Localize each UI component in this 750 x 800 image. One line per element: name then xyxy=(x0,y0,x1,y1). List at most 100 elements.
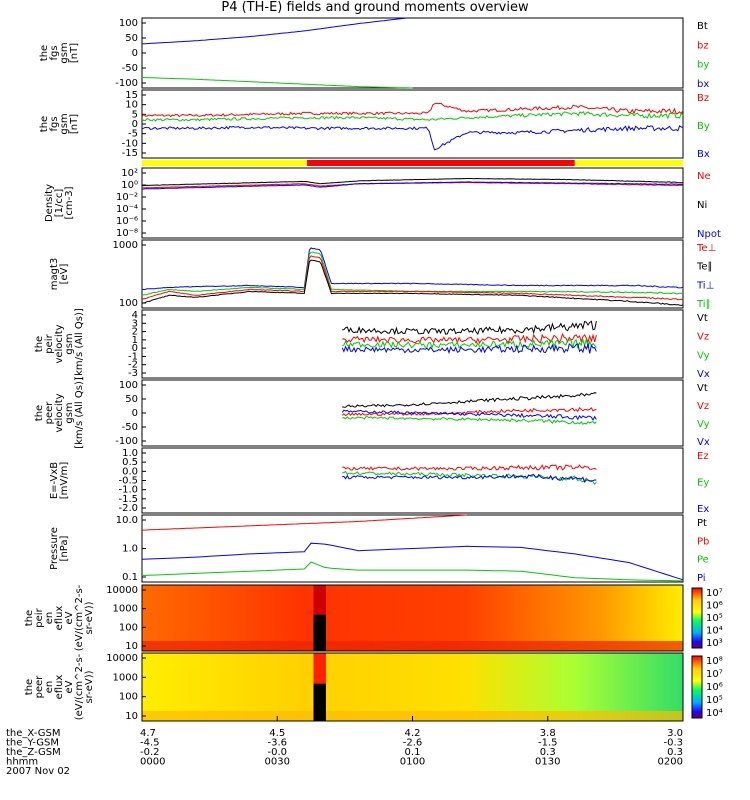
y-tick-label: -5 xyxy=(128,129,138,140)
y-tick-label: 10 xyxy=(125,711,138,722)
legend-label: Ex xyxy=(697,504,709,515)
y-tick-label: 10000 xyxy=(106,653,138,664)
legend-label: Bx xyxy=(697,149,710,160)
legend-label: Vx xyxy=(697,369,710,380)
heatmap-gap xyxy=(313,614,326,651)
legend-label: Ey xyxy=(697,478,709,489)
colorbar-tick-label: 10³ xyxy=(706,638,723,649)
y-tick-label: -2.0 xyxy=(118,503,138,514)
colorbar-tick-label: 10⁵ xyxy=(706,695,723,706)
y-axis-label: Density xyxy=(44,184,55,222)
y-axis-label: peer xyxy=(44,401,55,425)
panel-frame xyxy=(141,309,684,379)
mode-segment xyxy=(142,160,308,166)
y-axis-label: Pressure xyxy=(49,527,60,570)
x-tick-label: -0.2 xyxy=(140,747,160,758)
x-axis-row-label: the_Z-GSM xyxy=(6,747,61,758)
x-tick-label: -4.5 xyxy=(140,738,160,749)
y-axis-label: (eV/(cm^2-s- xyxy=(74,584,85,651)
y-axis-label: the xyxy=(24,610,35,626)
y-axis-label: gsm xyxy=(59,42,70,63)
panel-background xyxy=(142,90,683,158)
legend-label: Ti⊥ xyxy=(696,280,714,291)
mode-segment xyxy=(307,160,575,166)
y-tick-label: 3 xyxy=(132,318,138,329)
y-axis-label: eV xyxy=(64,611,75,624)
colorbar-tick-label: 10⁷ xyxy=(706,588,723,599)
y-tick-label: 10 xyxy=(125,100,138,111)
y-axis-label: peer xyxy=(34,675,45,699)
legend-label: Te∥ xyxy=(696,262,713,273)
heatmap-gap xyxy=(313,683,326,721)
y-tick-label: 100 xyxy=(119,298,138,309)
y-axis-label: [mV/m] xyxy=(59,462,70,500)
x-axis-row-label: the_X-GSM xyxy=(6,728,60,739)
x-tick-label: 0130 xyxy=(535,757,560,768)
panel-frame xyxy=(141,167,684,239)
y-axis-label: eflux xyxy=(54,675,65,700)
legend-label: By xyxy=(697,121,710,132)
panel-background xyxy=(142,310,683,378)
legend-label: bx xyxy=(697,79,709,90)
legend-label: Npot xyxy=(697,229,721,240)
y-tick-label: -50 xyxy=(122,63,138,74)
x-tick-label: 0000 xyxy=(140,757,165,768)
y-tick-label: 1000 xyxy=(113,604,138,615)
y-tick-label: 0 xyxy=(132,343,138,354)
series-line-pe xyxy=(141,561,684,582)
legend-label: bz xyxy=(697,40,709,51)
chart-title: P4 (TH-E) fields and ground moments over… xyxy=(221,0,529,15)
y-axis-label: [eV] xyxy=(59,264,70,285)
y-tick-label: 50 xyxy=(125,33,138,44)
x-tick-label: 0200 xyxy=(658,757,683,768)
panel-background xyxy=(142,240,683,308)
y-axis-label: gsm xyxy=(64,402,75,423)
y-axis-label: [nT] xyxy=(69,43,80,63)
y-tick-label: 1000 xyxy=(113,240,138,251)
x-axis-row-label: 2007 Nov 02 xyxy=(6,766,70,777)
x-tick-label: 0.1 xyxy=(405,747,421,758)
y-tick-label: 2 xyxy=(132,327,138,338)
heatmap-burst xyxy=(313,653,326,684)
y-axis-label: eV xyxy=(64,680,75,693)
y-tick-label: -100 xyxy=(115,436,138,447)
mode-segment xyxy=(574,160,683,166)
legend-label: Pe xyxy=(697,555,709,566)
y-axis-label: peir xyxy=(34,607,45,627)
series-line-by xyxy=(141,77,413,89)
series-line-te⊥ xyxy=(141,255,684,301)
y-axis-label: sr-eV)) xyxy=(84,601,95,634)
x-tick-label: 0030 xyxy=(265,757,290,768)
y-tick-label: 10⁻⁴ xyxy=(116,204,138,215)
y-tick-label: 5 xyxy=(132,109,138,120)
series-line-vy xyxy=(342,337,597,349)
legend-label: Vz xyxy=(697,332,709,343)
series-line-bz xyxy=(141,102,684,118)
series-line-bx xyxy=(141,17,408,45)
y-axis-label: [km/s (All Qs)] xyxy=(74,308,85,380)
legend-label: Bt xyxy=(697,21,708,32)
legend-label: Vy xyxy=(697,350,710,361)
legend-label: by xyxy=(697,60,709,71)
y-tick-label: -50 xyxy=(122,422,138,433)
panel-background xyxy=(142,168,683,238)
series-line-pb xyxy=(141,514,467,531)
panel-background xyxy=(142,18,683,88)
y-tick-label: 15 xyxy=(125,90,138,101)
series-line-vt xyxy=(342,392,597,408)
colorbar-tick-label: 10⁴ xyxy=(706,626,723,637)
heatmap-field xyxy=(142,653,683,721)
colorbar-tick-label: 10⁴ xyxy=(706,708,723,719)
y-axis-label: [1/cc] xyxy=(54,189,65,218)
series-line-vt xyxy=(342,320,597,336)
y-tick-label: 100 xyxy=(119,692,138,703)
x-tick-label: 3.0 xyxy=(667,728,683,739)
y-tick-label: 1000 xyxy=(113,672,138,683)
y-tick-label: -15 xyxy=(122,148,138,159)
y-tick-label: 1.0 xyxy=(122,448,138,459)
y-tick-label: 1.0 xyxy=(122,544,138,555)
panel-frame xyxy=(141,584,684,652)
y-axis-label: fgs xyxy=(49,116,60,131)
y-tick-label: 100 xyxy=(119,622,138,633)
y-tick-label: 0 xyxy=(132,48,138,59)
